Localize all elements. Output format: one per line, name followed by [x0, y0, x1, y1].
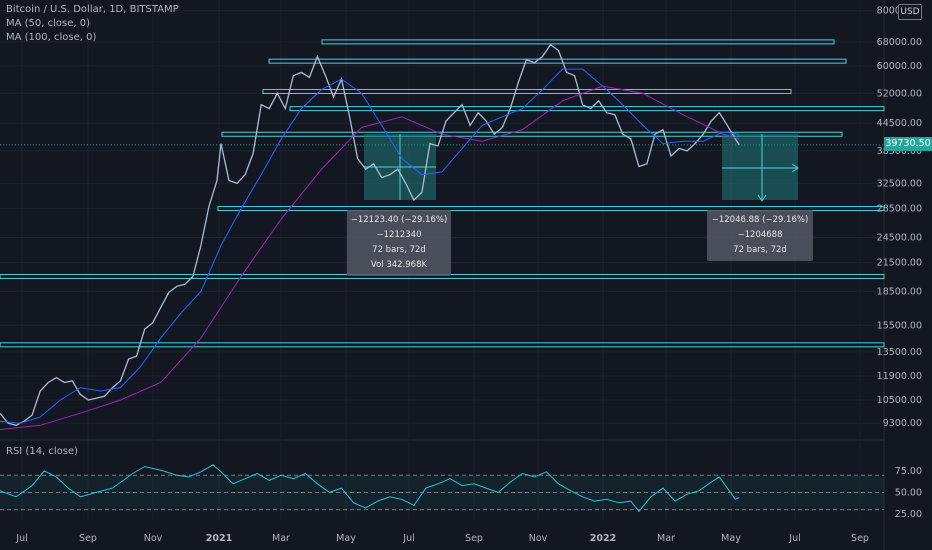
y-tick-label: 10500.00 [877, 395, 922, 406]
level-line [321, 39, 835, 45]
rsi-legend[interactable]: RSI (14, close) [6, 446, 79, 457]
x-tick-label: Jul [15, 533, 27, 544]
ma100-legend[interactable]: MA (100, close, 0) [6, 32, 97, 43]
measure-tools [364, 134, 799, 202]
x-tick-label: Sep [79, 533, 97, 544]
x-tick-label: Mar [657, 533, 675, 544]
y-tick-label: 24500.00 [877, 233, 922, 244]
level-line [262, 88, 792, 94]
x-tick-label: Mar [272, 533, 290, 544]
x-tick-label: Sep [851, 533, 869, 544]
y-tick-label: 21500.00 [877, 258, 922, 269]
measure-1-bars: 72 bars, 72d [372, 245, 426, 255]
level-line [268, 58, 847, 64]
ma50-line [0, 68, 740, 424]
horizontal-levels [0, 39, 885, 348]
x-tick-label: 2022 [590, 533, 616, 544]
rsi-line [0, 464, 740, 513]
time-axis[interactable]: Jul Sep Nov 2021 Mar May Jul Sep Nov 2022 Mar May Ju… [15, 533, 869, 544]
x-tick-label: Jul [402, 533, 414, 544]
y-tick-label: 44500.00 [877, 118, 922, 129]
x-tick-label: May [336, 533, 356, 544]
series-lines [0, 43, 740, 430]
y-tick-label: 28500.00 [877, 204, 922, 215]
measure-1-change: −12123.40 (−29.16%) −1212340 [350, 215, 448, 240]
y-tick-label: 68000.00 [877, 37, 922, 48]
x-tick-label: Jul [788, 533, 800, 544]
level-line [221, 131, 843, 137]
y-tick-label: 11900.00 [877, 371, 922, 382]
rsi-pane: 75.00 50.00 25.00 [0, 464, 922, 520]
x-tick-label: May [721, 533, 741, 544]
x-tick-label: Nov [144, 533, 163, 544]
ma100-line [0, 85, 740, 430]
symbol-legend[interactable]: Bitcoin / U.S. Dollar, 1D, BITSTAMP [6, 4, 179, 15]
x-tick-label: Sep [465, 533, 483, 544]
measure-arrow-down [757, 194, 767, 202]
y-tick-label: 38500.00 [877, 146, 922, 157]
level-line [0, 342, 885, 348]
y-tick-label: 13500.00 [877, 347, 922, 358]
measure-box-label-1: −12123.40 (−29.16%) −1212340 72 bars, 72… [347, 210, 451, 276]
measure-arrow-right [791, 163, 799, 173]
measure-2-change: −12046.88 (−29.16%) −1204688 [711, 215, 809, 240]
y-tick-label: 60000.00 [877, 61, 922, 72]
measure-2-bars: 72 bars, 72d [733, 245, 787, 255]
y-tick-label: 9300.00 [883, 418, 922, 429]
price-axis[interactable]: 9300.00 10500.00 11900.00 13500.00 15500.00 1… [877, 6, 922, 429]
price-line [0, 43, 740, 426]
rsi-tick-label: 50.00 [895, 487, 922, 498]
y-tick-label: 52000.00 [877, 88, 922, 99]
measure-box-2 [722, 134, 798, 200]
ma50-legend[interactable]: MA (50, close, 0) [6, 18, 91, 29]
last-price-label: 39730.50 [884, 137, 932, 151]
level-line [217, 206, 885, 212]
y-tick-label: 32500.00 [877, 178, 922, 189]
currency-badge[interactable]: USD [898, 4, 922, 20]
measure-1-volume: Vol 342.968K [370, 260, 428, 270]
rsi-tick-label: 25.00 [895, 509, 922, 520]
x-tick-label: Nov [529, 533, 548, 544]
y-tick-label: 18500.00 [877, 286, 922, 297]
rsi-tick-label: 75.00 [895, 466, 922, 477]
measure-box-label-2: −12046.88 (−29.16%) −1204688 72 bars, 72… [707, 210, 813, 261]
x-tick-label: 2021 [206, 533, 232, 544]
y-tick-label: 15500.00 [877, 320, 922, 331]
